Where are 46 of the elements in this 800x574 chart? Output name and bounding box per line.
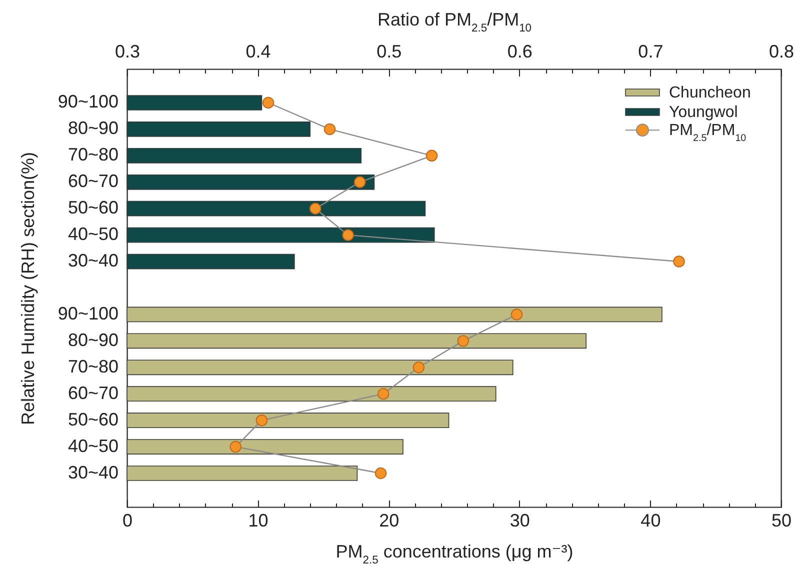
x2-tick-label: 0.8 bbox=[768, 42, 794, 62]
y-tick-label: 40~50 bbox=[68, 436, 118, 456]
point bbox=[324, 123, 336, 136]
legend-label: PM$_{2.5}$/PM$_{10}$ bbox=[669, 122, 747, 144]
point bbox=[673, 256, 685, 268]
y-tick-label: 60~70 bbox=[68, 171, 118, 192]
point bbox=[426, 150, 438, 162]
x-tick-label: 20 bbox=[379, 510, 400, 530]
legend-label: Youngwol bbox=[669, 104, 738, 121]
x-axis-title: PM$_{2.5}$ concentrations (μg m⁻³) bbox=[336, 542, 574, 566]
y-tick-label: 90~100 bbox=[58, 92, 118, 112]
y-tick-label: 50~60 bbox=[68, 409, 118, 430]
y-tick-label: 70~80 bbox=[68, 144, 118, 165]
legend-label: Chuncheon bbox=[669, 84, 751, 102]
y-tick-label: 30~40 bbox=[68, 250, 118, 271]
y-tick-label: 40~50 bbox=[68, 224, 118, 244]
y-tick-label: 80~90 bbox=[68, 330, 118, 350]
point bbox=[342, 229, 354, 241]
x-tick-label: 10 bbox=[248, 510, 268, 530]
x2-tick-label: 0.7 bbox=[638, 42, 664, 62]
point bbox=[230, 440, 242, 453]
x2-tick-label: 0.6 bbox=[507, 42, 532, 62]
point bbox=[510, 308, 523, 320]
point bbox=[256, 414, 268, 426]
y-tick-label: 60~70 bbox=[68, 382, 118, 403]
x2-tick-label: 0.3 bbox=[114, 42, 140, 62]
x2-axis-title: Ratio of PM$_{2.5}$/PM$_{10}$ bbox=[377, 10, 532, 34]
y-tick-label: 70~80 bbox=[68, 356, 118, 376]
point bbox=[378, 388, 390, 400]
x2-tick-label: 0.5 bbox=[376, 42, 402, 62]
y-tick-label: 50~60 bbox=[68, 198, 118, 218]
point bbox=[354, 176, 366, 188]
x-tick-label: 30 bbox=[510, 510, 530, 530]
point bbox=[412, 362, 425, 374]
point bbox=[457, 335, 470, 347]
y-tick-label: 30~40 bbox=[68, 462, 118, 482]
x-tick-label: 50 bbox=[771, 510, 792, 530]
point bbox=[262, 96, 274, 109]
point bbox=[309, 202, 322, 214]
y-tick-label: 80~90 bbox=[68, 118, 118, 138]
y-tick-label: 90~100 bbox=[58, 303, 118, 324]
y-axis-title: Relative Humidity (RH) section(%) bbox=[18, 152, 38, 426]
x2-tick-label: 0.4 bbox=[246, 42, 271, 62]
point bbox=[374, 467, 387, 480]
x-tick-label: 40 bbox=[640, 510, 661, 530]
x-tick-label: 0 bbox=[122, 510, 133, 530]
